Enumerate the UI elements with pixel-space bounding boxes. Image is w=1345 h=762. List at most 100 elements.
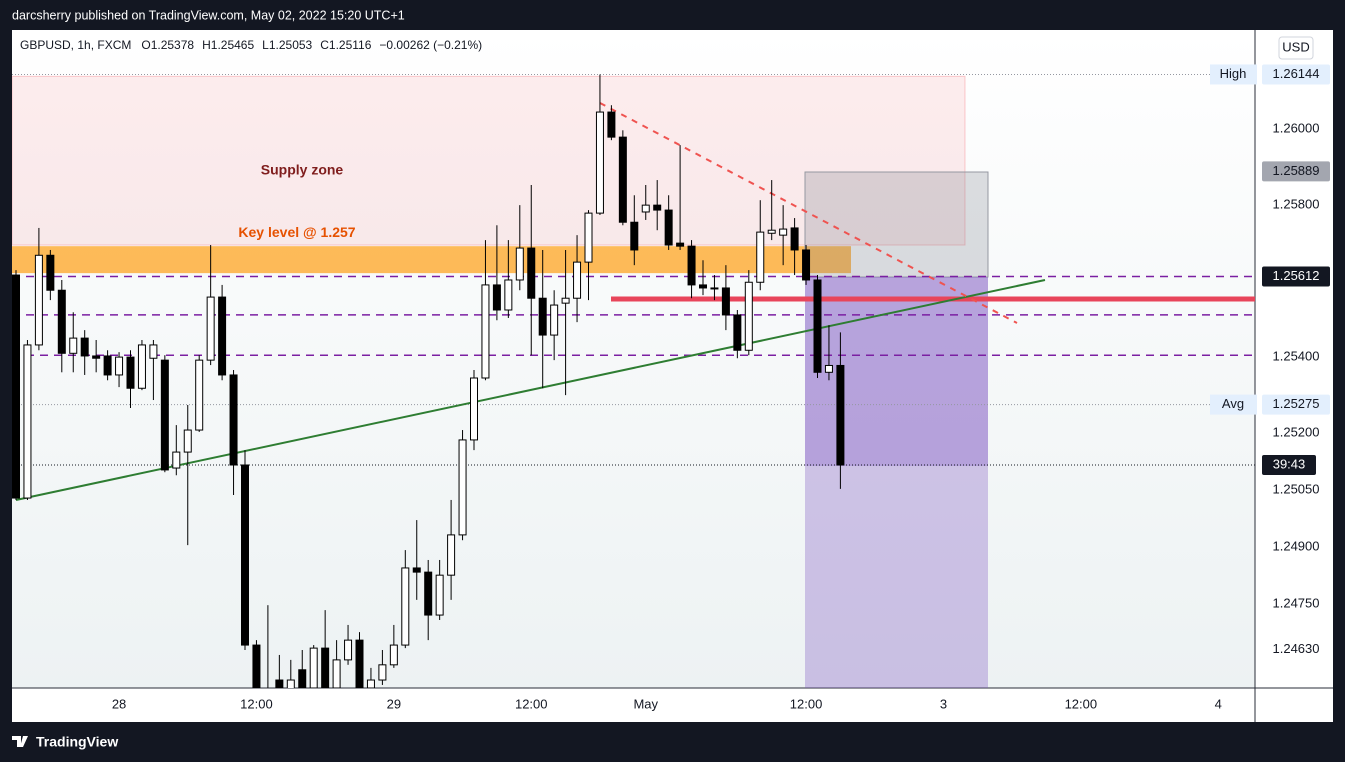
- logo: [12, 736, 28, 747]
- price-label-box: [1262, 161, 1330, 182]
- candle-body: [550, 304, 559, 336]
- candle-body: [756, 231, 765, 283]
- zone-label: Key level @ 1.257: [238, 224, 355, 240]
- candle-body: [721, 287, 730, 316]
- candle-body: [137, 344, 146, 389]
- candle-body: [813, 279, 822, 373]
- footer: TradingView: [12, 734, 118, 750]
- axes: 1.26144 High 1.25889 1.25612 1.25275 Avg 39:43…: [112, 64, 1330, 711]
- candle-body: [195, 359, 204, 431]
- candle-body: [366, 679, 375, 688]
- candle-body: [206, 296, 215, 361]
- zone-label: Supply zone: [261, 161, 344, 177]
- candles: [12, 74, 845, 688]
- candle-body: [252, 644, 261, 688]
- candle-body: [126, 356, 135, 389]
- candle-body: [630, 221, 639, 251]
- candle-body: [710, 287, 719, 290]
- legend-symbol: GBPUSD, 1h, FXCM: [20, 38, 131, 52]
- legend-ohlc-value: 1.25116: [329, 38, 372, 52]
- price-label-name: High: [1220, 66, 1247, 81]
- legend-ohlc-value: 1.25053: [269, 38, 313, 52]
- legend-ohlc-key: O: [141, 38, 150, 52]
- candle-body: [172, 451, 181, 469]
- candle-body: [183, 429, 192, 453]
- candle-body: [699, 284, 707, 289]
- candle-body: [653, 204, 662, 211]
- price-label-box: [1262, 266, 1330, 287]
- candle-body: [332, 659, 341, 688]
- legend-ohlc-value: 1.25378: [151, 38, 195, 52]
- candle-body: [744, 281, 753, 351]
- candle-body: [687, 245, 696, 286]
- price-label-name-box: [1210, 394, 1257, 415]
- candle-body: [355, 639, 364, 688]
- y-tick-label: 1.24750: [1273, 595, 1320, 610]
- candle-body: [160, 359, 169, 471]
- price-label: 1.26144: [1273, 66, 1320, 81]
- x-tick-label: 12:00: [515, 696, 548, 711]
- footer-brand: TradingView: [36, 734, 118, 750]
- x-tick-label: 4: [1215, 696, 1222, 711]
- stop-zone: [804, 171, 989, 278]
- lines: [12, 73, 1255, 466]
- candle-body: [286, 679, 295, 688]
- price-label: 1.25275: [1273, 396, 1320, 411]
- candle-body: [103, 355, 112, 376]
- candle-body: [57, 289, 66, 354]
- candle-body: [378, 664, 387, 681]
- target-progress: [805, 277, 988, 466]
- price-label-name-box: [1210, 64, 1257, 85]
- candle-body: [275, 679, 284, 688]
- candle-body: [241, 464, 249, 646]
- legend-ohlc-key: C: [320, 38, 329, 52]
- candle-body: [515, 247, 524, 281]
- candle-body: [676, 242, 685, 247]
- candle-body: [802, 249, 811, 281]
- zone: [12, 246, 851, 274]
- candle-body: [229, 374, 238, 466]
- countdown-box: [1262, 454, 1316, 475]
- candle-body: [538, 297, 547, 336]
- x-tick-label: 12:00: [240, 696, 273, 711]
- candle-body: [321, 647, 330, 688]
- candle-body: [641, 204, 650, 213]
- candle-body: [618, 136, 627, 223]
- legend: GBPUSD, 1h, FXCM O1.25378 H1.25465 L1.25053…: [20, 38, 482, 52]
- candle-body: [344, 639, 353, 661]
- candle-body: [595, 111, 604, 214]
- candle-body: [561, 297, 570, 304]
- x-tick-label: May: [633, 696, 658, 711]
- legend-change: −0.00262 (−0.21%): [379, 38, 482, 52]
- currency-box[interactable]: [1278, 36, 1314, 60]
- countdown: 39:43: [1273, 456, 1306, 471]
- candle-body: [218, 296, 227, 376]
- candle-body: [584, 212, 593, 263]
- candle-body: [424, 571, 433, 616]
- candle-body: [779, 228, 788, 236]
- legend-ohlc-value: 1.25465: [211, 38, 255, 52]
- candle-body: [481, 284, 490, 379]
- legend-ohlc-key: H: [202, 38, 211, 52]
- candle-body: [12, 274, 20, 499]
- candle-body: [527, 247, 536, 299]
- candle-body: [46, 254, 55, 291]
- candle-body: [149, 344, 158, 359]
- candle-body: [34, 254, 43, 346]
- x-tick-label: 28: [112, 696, 126, 711]
- candle-body: [664, 209, 673, 246]
- y-tick-label: 1.25050: [1273, 482, 1320, 497]
- candle-body: [401, 567, 410, 646]
- candle-body: [836, 364, 845, 466]
- x-tick-label: 29: [387, 696, 401, 711]
- candle-body: [767, 229, 776, 234]
- publish-header: darcsherry published on TradingView.com,…: [12, 8, 405, 22]
- candle-body: [115, 356, 124, 376]
- candle-body: [458, 439, 467, 536]
- candle-body: [447, 534, 456, 576]
- target-zone: [805, 277, 988, 688]
- y-tick-label: 1.25200: [1273, 425, 1320, 440]
- candle-body: [412, 567, 421, 573]
- zones: Supply zone Key level @ 1.257: [12, 75, 966, 274]
